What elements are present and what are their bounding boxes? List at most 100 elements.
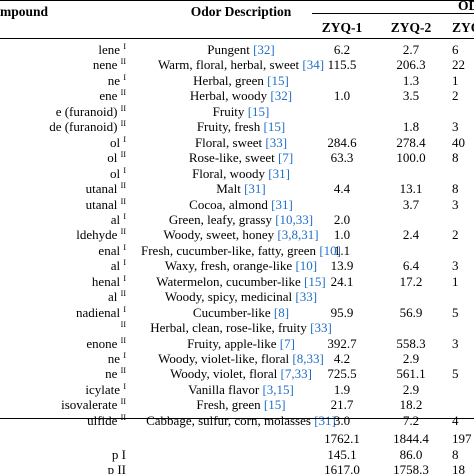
citation-link[interactable]: [10,33] (275, 211, 314, 227)
value-zyq1: 1.1 (333, 242, 351, 258)
compound-name: p II (107, 462, 126, 474)
odor-description-cell: Watermelon, cucumber-like [15] (96, 274, 386, 290)
compound-name: ne (105, 366, 118, 382)
odor-group-superscript: I (123, 273, 126, 283)
citation-link[interactable]: [15] (267, 72, 289, 88)
odor-group-superscript: II (120, 150, 126, 160)
citation-link[interactable]: [7] (279, 335, 295, 351)
value-zyq3: 22 (452, 57, 465, 73)
compound-cell: al I (0, 258, 126, 274)
compound-cell: de (furanoid) II (0, 119, 126, 135)
odor-text: Cabbage, sulfur, corn, molasses (146, 412, 315, 428)
compound-cell: icylate I (0, 382, 126, 398)
odor-group-superscript: I (123, 258, 126, 268)
citation-link[interactable]: [31] (314, 412, 336, 428)
odor-text: Malt (216, 181, 245, 197)
odor-text: Woody, violet, floral (170, 366, 281, 382)
compound-cell: ol I (0, 166, 126, 182)
compound-cell: isovalerate II (0, 397, 126, 413)
odor-description-cell: Fresh, cucumber-like, fatty, green [10] (96, 243, 386, 259)
citation-link[interactable]: [31] (244, 181, 266, 197)
citation-link[interactable]: [31] (268, 165, 290, 181)
compound-name: ne (107, 351, 121, 366)
value-zyq2: 2.4 (402, 227, 420, 243)
value-zyq3: 5 (452, 366, 459, 382)
value-zyq3: 8 (452, 181, 459, 197)
citation-link[interactable]: [31] (271, 196, 293, 212)
citation-link[interactable]: [32] (270, 88, 293, 104)
value-zyq2: 3.7 (402, 196, 420, 212)
header-zyq2: ZYQ-2 (390, 20, 432, 35)
citation-link[interactable]: [15] (247, 103, 270, 119)
value-zyq3: 6 (452, 42, 459, 57)
value-zyq3: 18 (452, 462, 465, 474)
value-zyq2: 86.0 (399, 446, 423, 462)
compound-cell: p II (0, 462, 126, 474)
citation-link[interactable]: [32] (253, 42, 275, 57)
odor-description-cell: Woody, violet-like, floral [8,33] (96, 351, 386, 367)
citation-link[interactable]: [8] (273, 304, 290, 320)
odor-description-cell: Cocoa, almond [31] (96, 197, 386, 213)
odor-description-cell: Pungent [32] (96, 42, 386, 58)
citation-link[interactable]: [33] (295, 289, 318, 305)
value-zyq1: 2.0 (333, 211, 351, 227)
compound-cell: al II (0, 289, 126, 305)
total-separator-rule (0, 418, 474, 419)
citation-link[interactable]: [34] (302, 57, 325, 73)
citation-link[interactable]: [33] (265, 134, 288, 150)
compound-name: ldehyde (76, 227, 118, 243)
value-zyq3: 1 (452, 273, 459, 289)
citation-link[interactable]: [15] (263, 397, 286, 413)
citation-link[interactable]: [7] (278, 150, 294, 166)
compound-cell: henal I (0, 274, 126, 290)
citation-link[interactable]: [10] (295, 258, 318, 274)
compound-name: al (110, 211, 121, 227)
citation-link[interactable]: [7,33] (280, 366, 312, 382)
value-zyq2: 7.2 (402, 412, 420, 428)
value-zyq1: 6.2 (333, 42, 351, 57)
odor-description-cell: Vanilla flavor [3,15] (96, 382, 386, 398)
citation-link[interactable]: [33] (310, 320, 332, 336)
value-zyq1: 4.2 (333, 351, 351, 366)
odor-description-cell: Woody, sweet, honey [3,8,31] (96, 227, 386, 243)
compound-name: de (furanoid) (49, 119, 118, 135)
odor-text: Watermelon, cucumber-like (156, 273, 305, 289)
odor-description-cell: Herbal, woody [32] (96, 88, 386, 104)
compound-cell: ol II (0, 150, 126, 166)
odor-text: Floral, sweet (194, 134, 266, 150)
header-group: OD (458, 0, 474, 13)
value-zyq3: 3 (452, 196, 459, 212)
odor-group-superscript: I (123, 381, 126, 391)
citation-link[interactable]: [3,8,31] (277, 227, 319, 243)
compound-cell: ulfide II (0, 413, 126, 429)
header-sub-rule (312, 13, 474, 14)
value-zyq1: 284.6 (327, 134, 357, 150)
compound-name: icylate (85, 381, 121, 397)
compound-cell: al I (0, 212, 126, 228)
citation-link[interactable]: [15] (263, 119, 286, 135)
odor-text: Waxy, fresh, orange-like (164, 258, 296, 274)
compound-name: nene (92, 57, 118, 73)
odor-description-cell: Fruity [15] (96, 104, 386, 120)
compound-name: ol (107, 150, 118, 166)
odor-text: Green, leafy, grassy (168, 211, 276, 227)
odor-group-superscript: I (123, 134, 126, 144)
odor-text: Woody, sweet, honey (163, 227, 278, 243)
citation-link[interactable]: [3,15] (262, 381, 294, 397)
citation-link[interactable]: [10] (319, 242, 341, 258)
value-zyq1: 145.1 (327, 446, 357, 462)
header-compound: mpound (0, 4, 49, 19)
citation-link[interactable]: [8,33] (292, 351, 324, 366)
value-zyq2: 18.2 (399, 397, 423, 413)
odor-description-cell: Rose-like, sweet [7] (96, 150, 386, 166)
odor-description-cell: Herbal, clean, rose-like, fruity [33] (96, 320, 386, 336)
value-zyq2: 1844.4 (393, 431, 429, 447)
odor-text: Fresh, cucumber-like, fatty, green (141, 242, 320, 258)
odor-text: Cucumber-like (192, 304, 274, 320)
citation-link[interactable]: [15] (304, 273, 326, 289)
compound-name: al (108, 289, 118, 305)
compound-name: e (furanoid) (55, 103, 118, 119)
value-zyq3: 1 (452, 72, 459, 88)
odor-text: Herbal, woody (189, 88, 271, 104)
odor-group-superscript: I (123, 304, 126, 314)
